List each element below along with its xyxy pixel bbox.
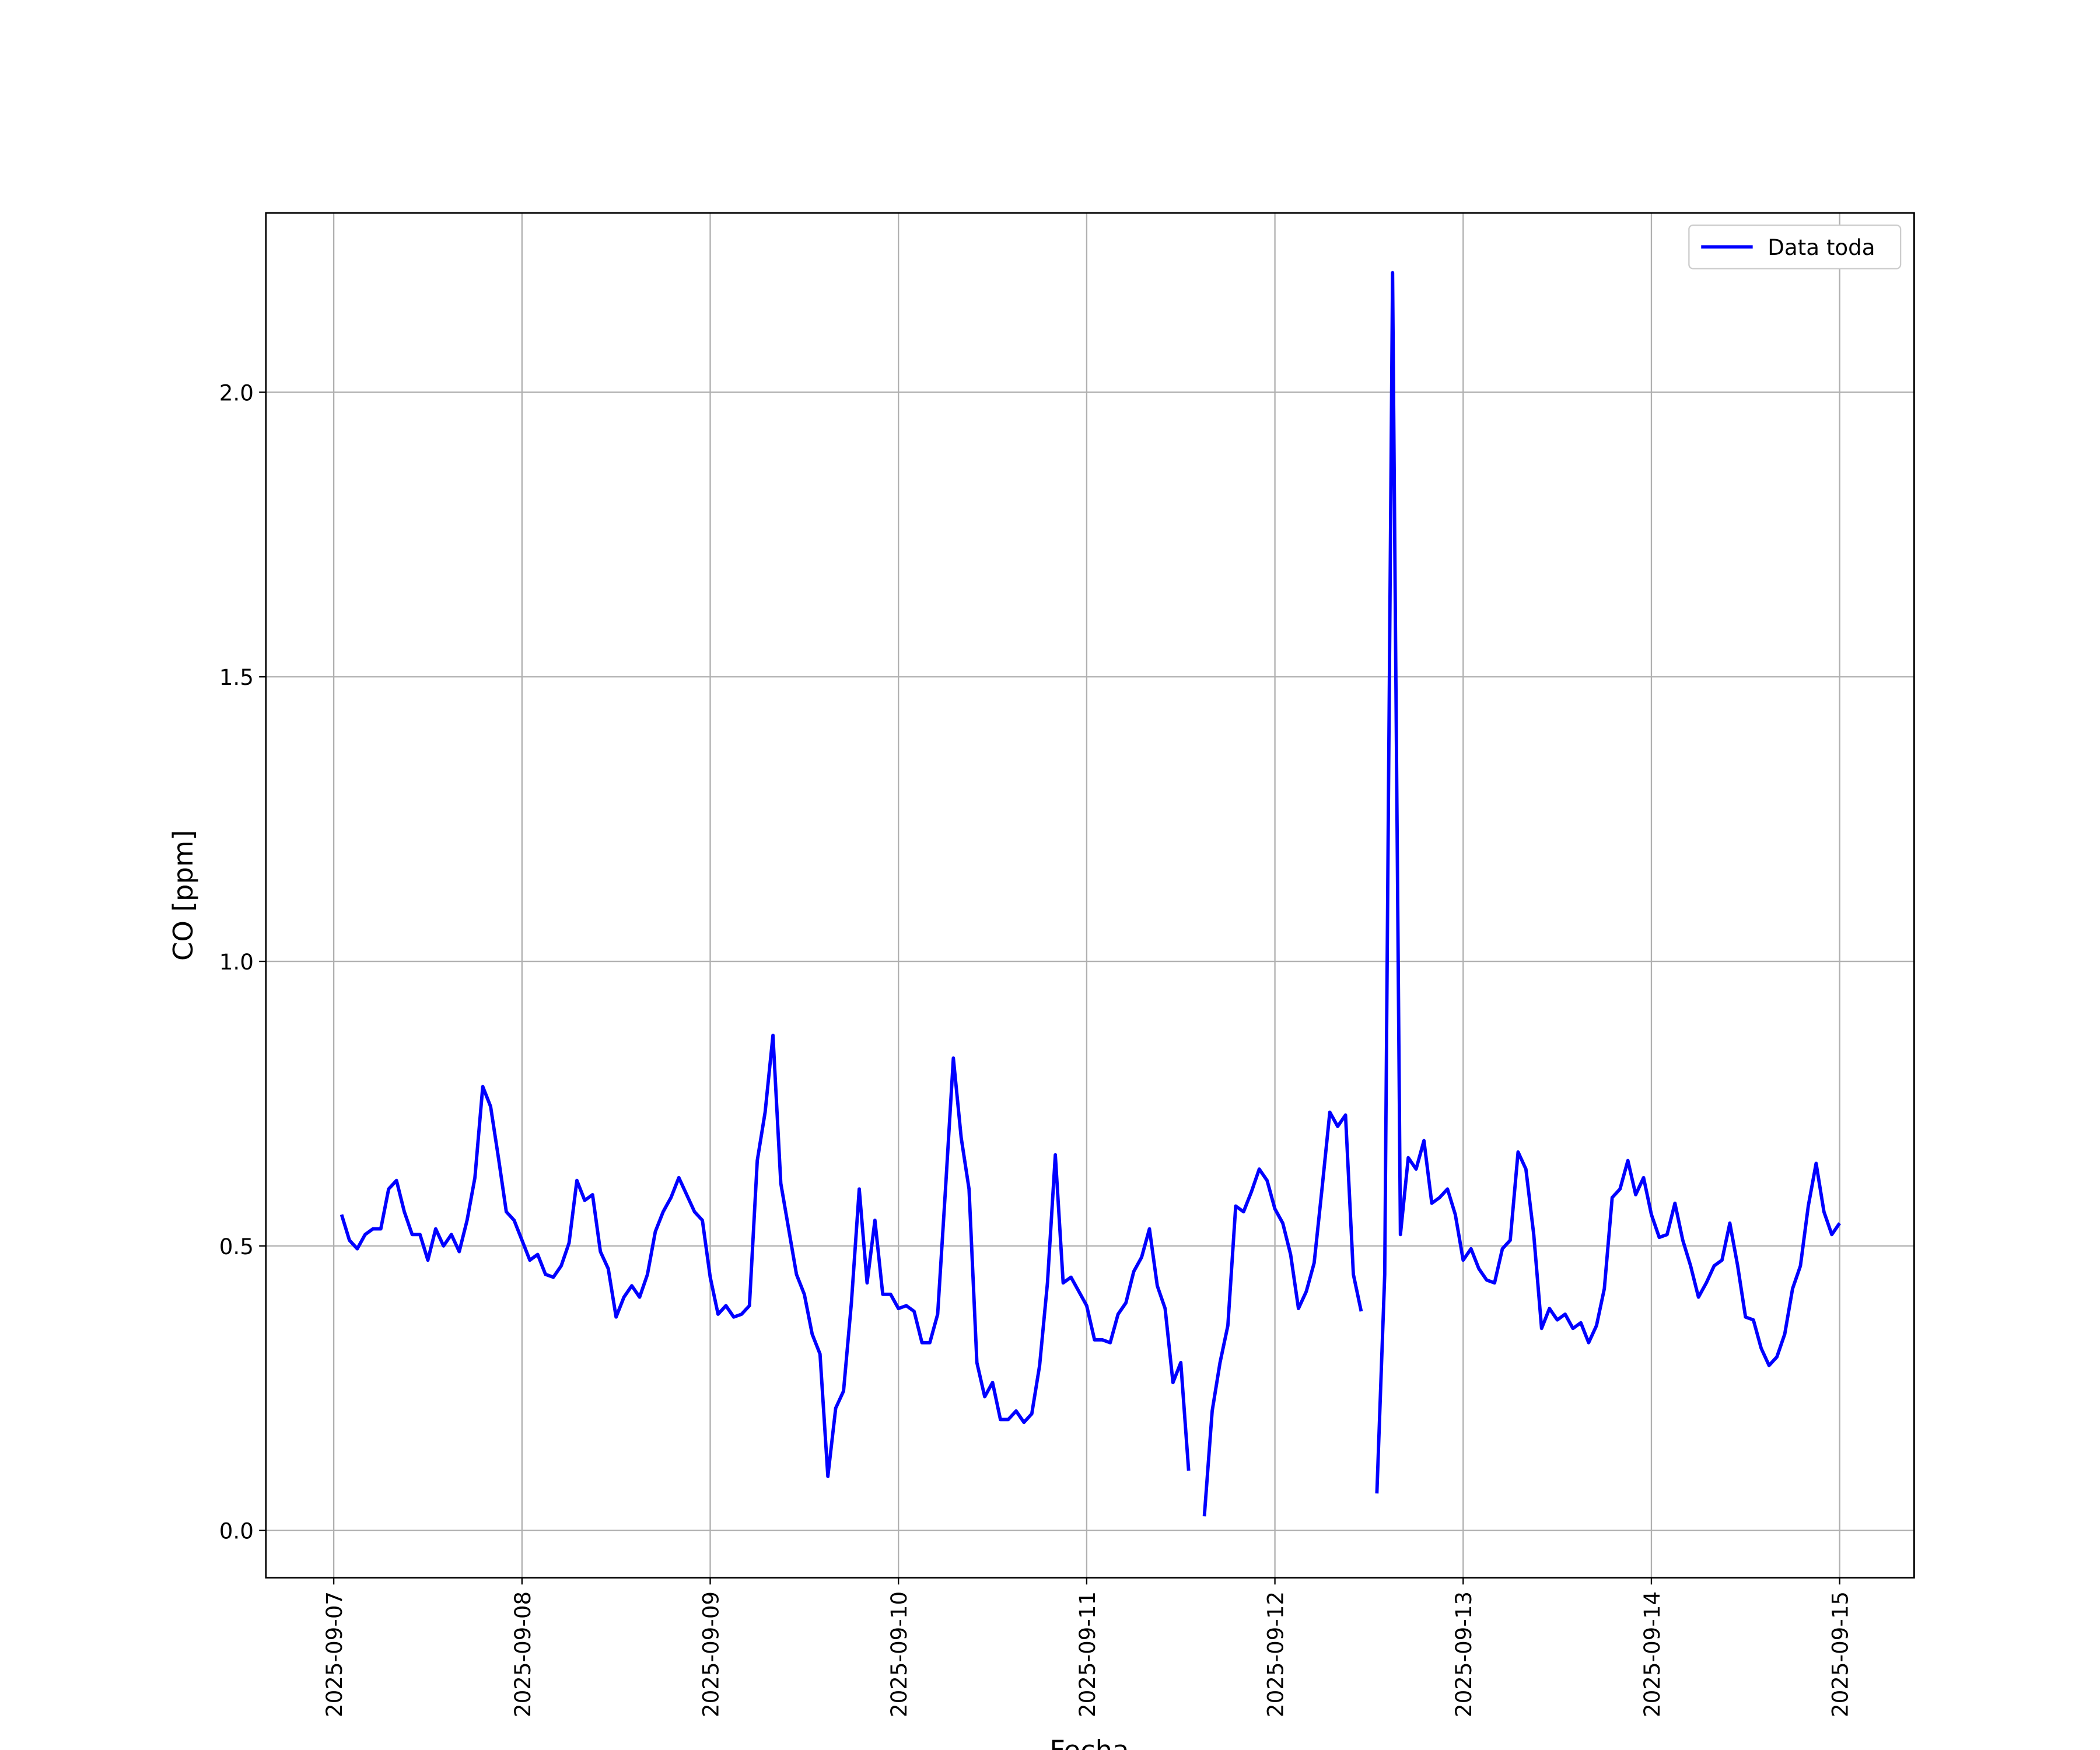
data-line [340,271,1842,1517]
y-tick-label: 1.5 [219,664,254,690]
x-tick-label: 2025-09-08 [510,1591,536,1717]
plot-frame [265,212,1915,1579]
x-tick-label: 2025-09-10 [886,1591,912,1717]
x-tick-label: 2025-09-07 [321,1591,347,1717]
x-tick-label: 2025-09-09 [698,1591,723,1717]
y-tick-label: 0.5 [219,1234,254,1259]
y-tick-label: 2.0 [219,380,254,405]
y-tick-label: 0.0 [219,1518,254,1544]
legend-box [1688,224,1902,270]
x-tick-label: 2025-09-15 [1828,1591,1853,1717]
y-axis-label: CO [ppm] [167,830,199,961]
y-tick-label: 1.0 [219,949,254,975]
x-axis-label: Fecha [1049,1734,1129,1750]
x-tick-label: 2025-09-13 [1451,1591,1476,1717]
x-tick-label: 2025-09-12 [1263,1591,1289,1717]
legend-label: Data toda [1768,235,1875,260]
x-tick-label: 2025-09-14 [1639,1591,1665,1717]
x-tick-label: 2025-09-11 [1074,1591,1100,1717]
